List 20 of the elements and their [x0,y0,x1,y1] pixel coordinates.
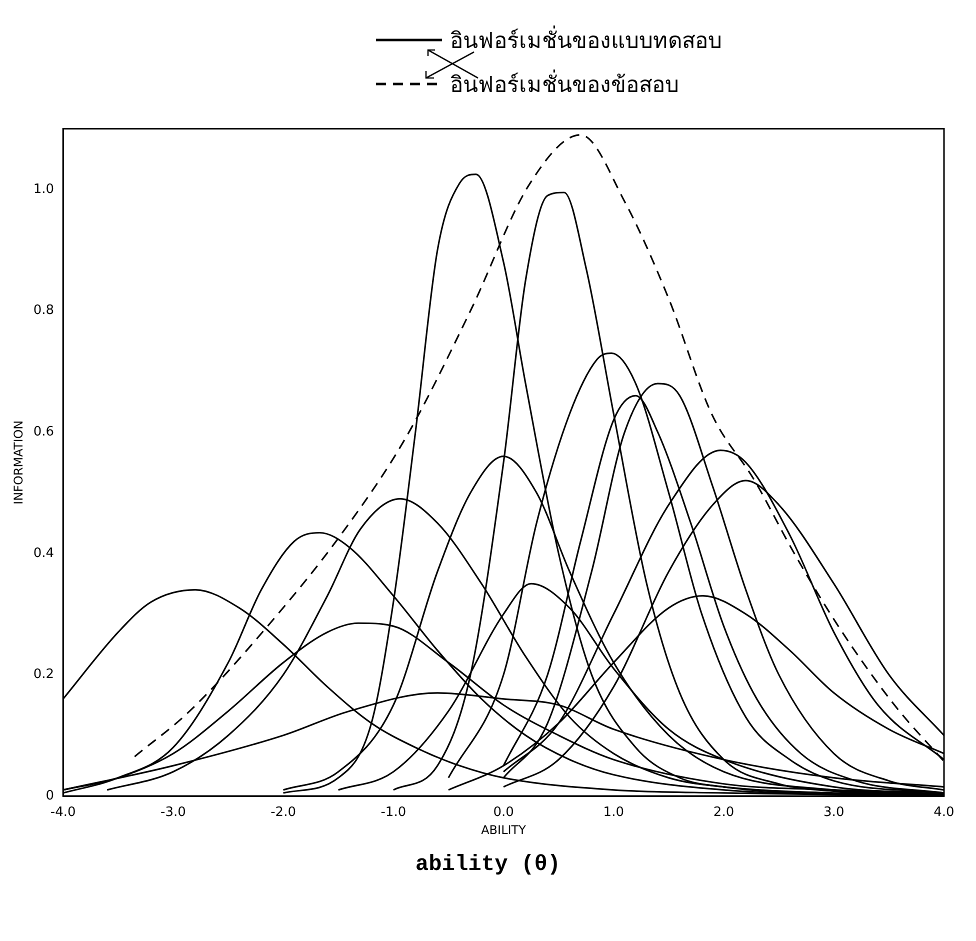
y-tick-label: 0.8 [33,303,54,318]
x-tick-label: 0.0 [493,805,514,820]
x-tick-label: 1.0 [603,805,624,820]
y-tick-label: 0.6 [33,424,54,440]
x-tick-label: -4.0 [50,805,76,820]
y-tick-label: 1.0 [33,182,54,197]
x-tick-label: -2.0 [270,805,296,820]
y-tick-label: 0 [46,788,54,804]
x-tick-label: 3.0 [824,805,844,820]
x-tick-label: -3.0 [160,805,186,820]
x-axis-title: ABILITY [481,822,527,837]
text: ability (θ) [414,852,562,877]
y-axis-title: INFORMATION [11,420,26,504]
y-tick-label: 0.4 [33,546,54,561]
x-tick-label: 2.0 [713,805,734,820]
x-tick-label: -1.0 [380,805,406,820]
y-tick-label: 0.2 [33,667,54,682]
x-tick-label: 4.0 [934,805,954,820]
legend-label: อินฟอร์เมชั่นของแบบทดสอบ [450,24,722,56]
legend-label: อินฟอร์เมชั่นของข้อสอบ [450,68,679,100]
